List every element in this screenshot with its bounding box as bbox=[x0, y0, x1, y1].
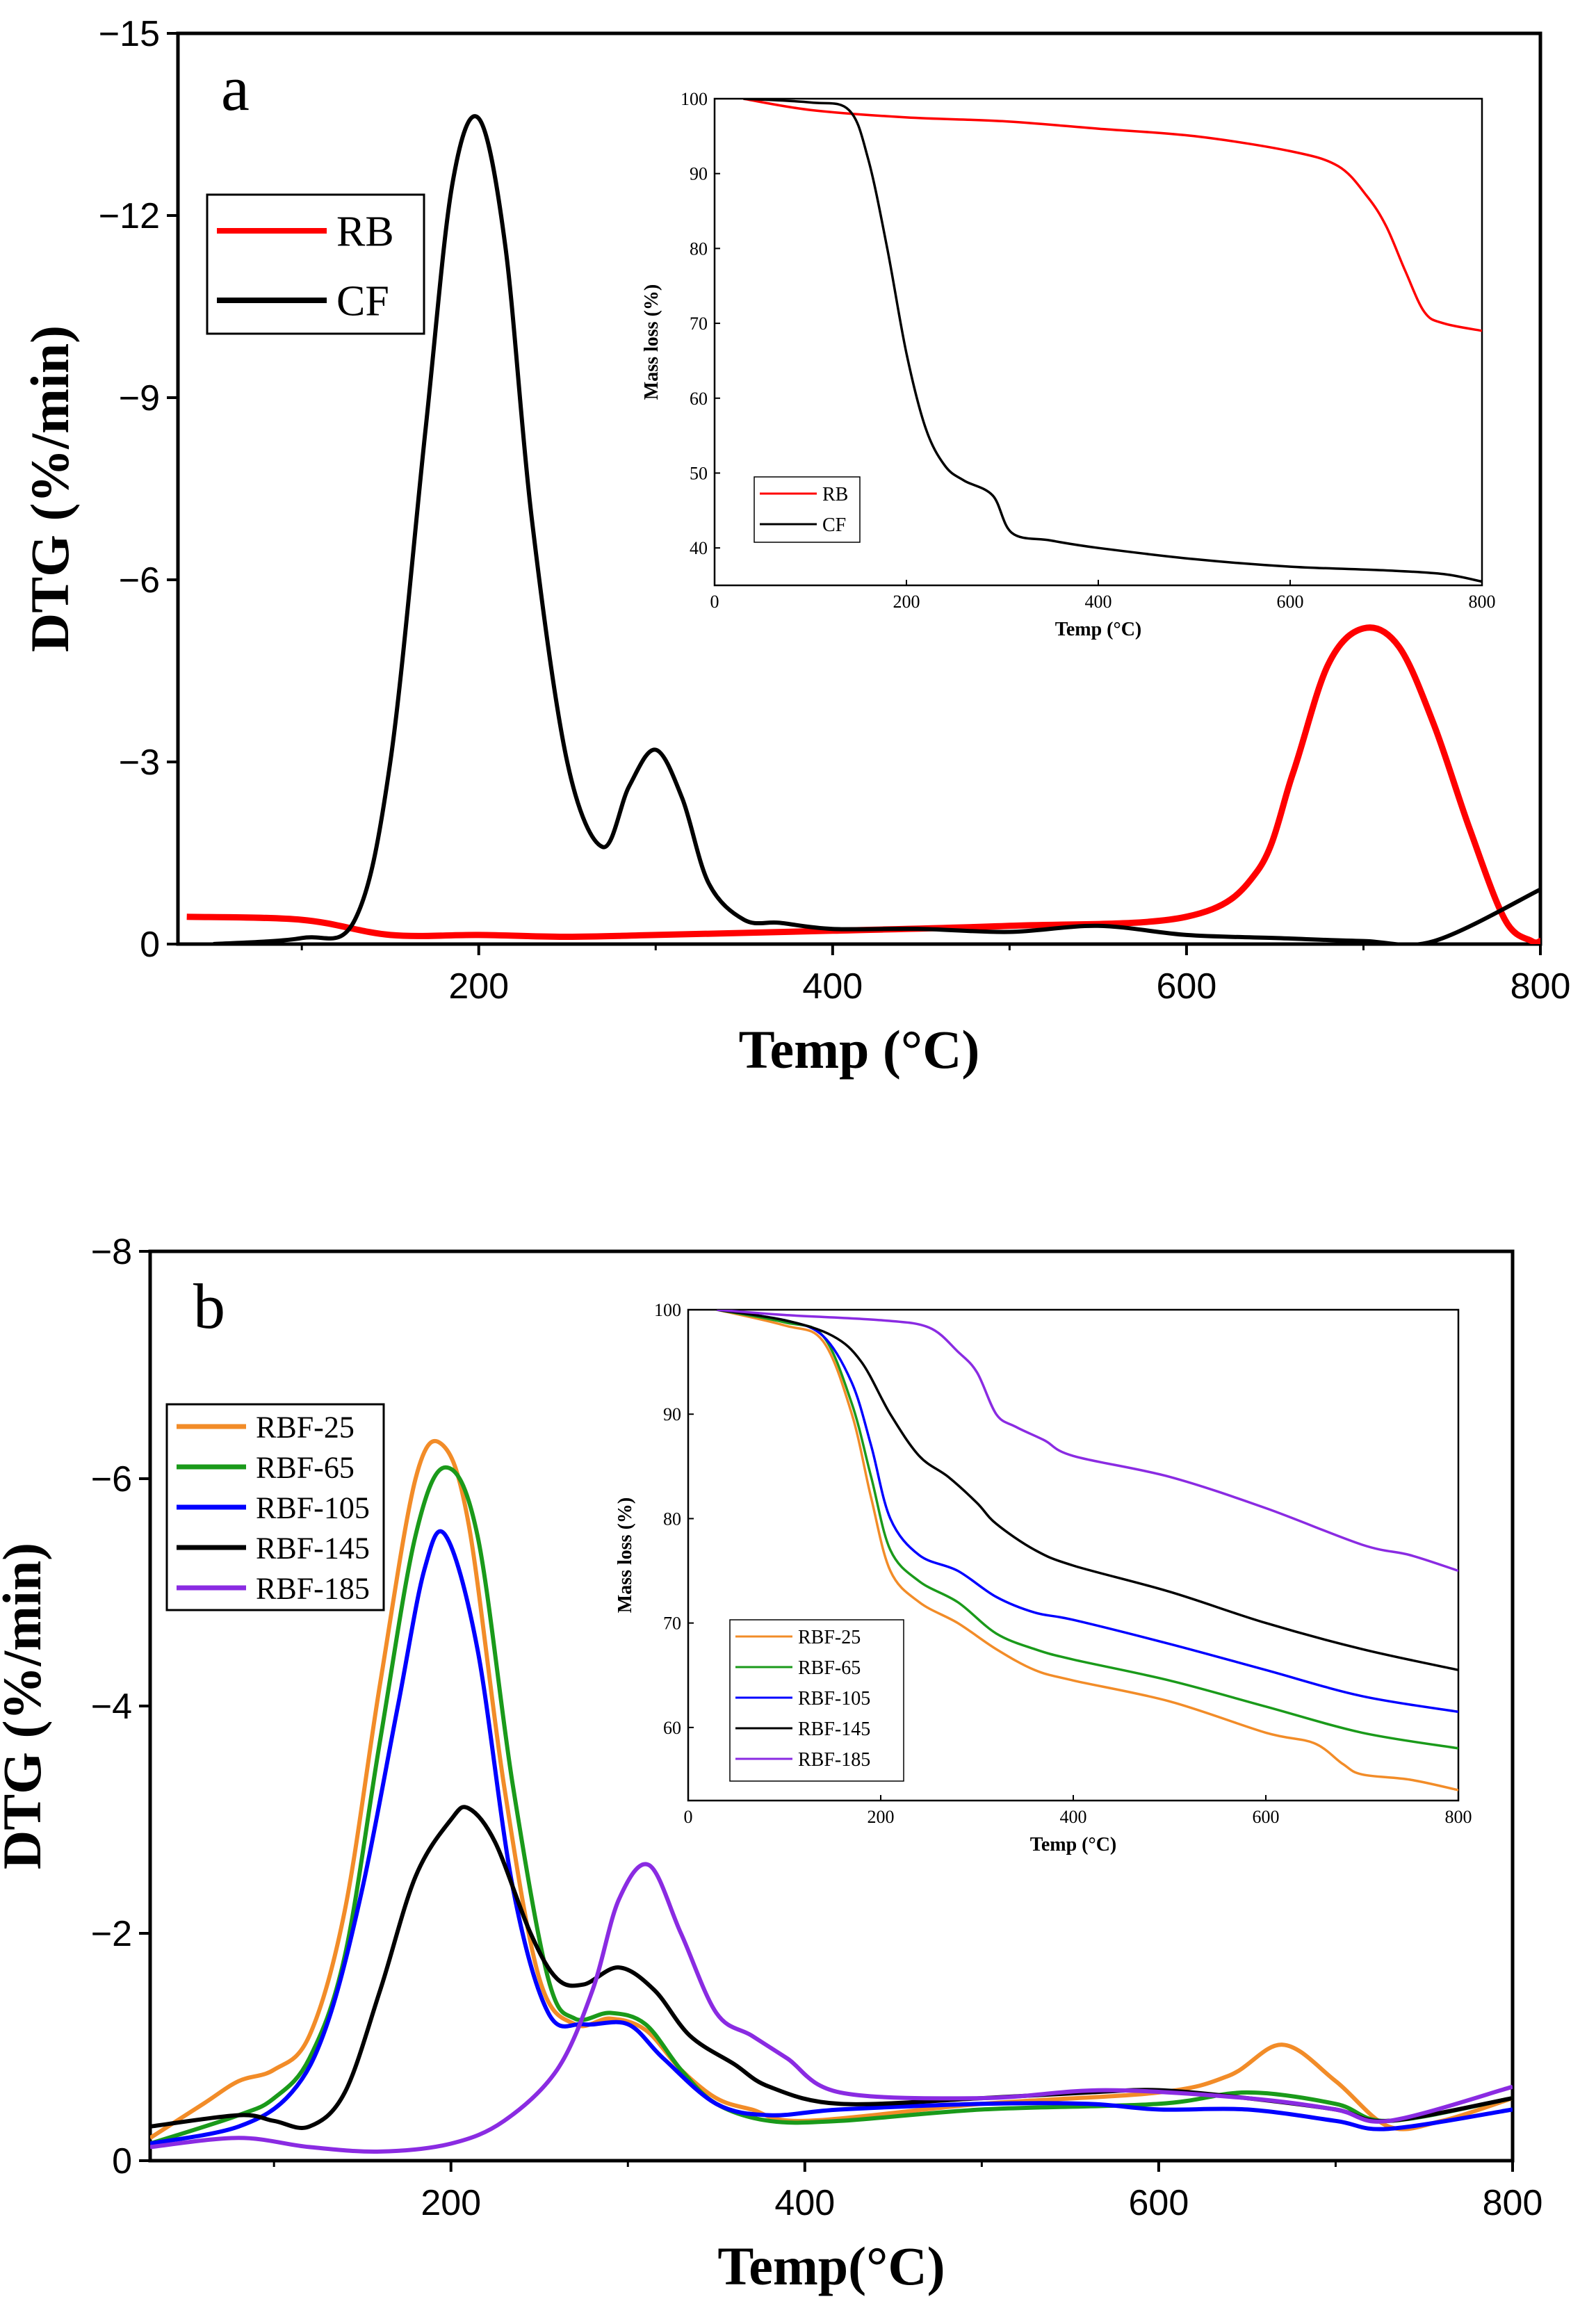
y-axis-label: DTG (%/min) bbox=[0, 1543, 52, 1869]
legend-label-rbf-105: RBF-105 bbox=[256, 1490, 370, 1525]
y-tick-label: −9 bbox=[119, 378, 160, 419]
inset-y-tick-label: 70 bbox=[690, 314, 708, 334]
series-line-rbf-185 bbox=[150, 1862, 1513, 2154]
inset-y-tick-label: 90 bbox=[663, 1404, 681, 1424]
x-tick-label: 600 bbox=[1157, 966, 1217, 1007]
y-tick-label: −4 bbox=[91, 1687, 132, 1727]
inset-legend-label-rbf-65: RBF-65 bbox=[798, 1657, 861, 1679]
legend-label-rbf-65: RBF-65 bbox=[256, 1450, 355, 1484]
y-tick-label: 0 bbox=[140, 925, 160, 965]
inset-series-group bbox=[717, 1310, 1458, 1792]
y-tick-label: −6 bbox=[119, 560, 160, 601]
inset-x-tick-label: 600 bbox=[1277, 592, 1304, 612]
panel-label: a bbox=[221, 53, 250, 124]
y-tick-label: −15 bbox=[99, 14, 160, 54]
inset-series-line-rbf-185 bbox=[717, 1310, 1458, 1573]
inset-y-tick-label: 60 bbox=[690, 389, 708, 409]
inset-y-tick-label: 80 bbox=[690, 238, 708, 259]
series-group bbox=[150, 1438, 1513, 2154]
inset-series-line-rbf-145 bbox=[717, 1310, 1458, 1671]
inset-y-axis-label: Mass loss (%) bbox=[641, 284, 662, 400]
inset-legend-label-rb: RB bbox=[822, 484, 848, 505]
plot-frame bbox=[176, 31, 1542, 946]
legend-label-rb: RB bbox=[336, 209, 394, 256]
inset-y-tick-label: 60 bbox=[663, 1718, 681, 1738]
x-axis-label: Temp(°C) bbox=[717, 2236, 945, 2296]
y-tick-label: −8 bbox=[91, 1232, 132, 1272]
x-tick-label: 200 bbox=[421, 2183, 481, 2223]
legend-label-rbf-25: RBF-25 bbox=[256, 1410, 355, 1444]
legend-label-cf: CF bbox=[336, 278, 389, 325]
inset-legend-label-rbf-185: RBF-185 bbox=[798, 1749, 870, 1771]
inset-y-tick-label: 100 bbox=[681, 89, 708, 109]
inset-y-tick-label: 50 bbox=[690, 463, 708, 483]
inset-y-axis-label: Mass loss (%) bbox=[614, 1497, 636, 1613]
inset-x-tick-label: 800 bbox=[1469, 592, 1496, 612]
inset-legend-box bbox=[754, 476, 861, 543]
y-tick-label: −6 bbox=[91, 1459, 132, 1500]
x-axis-label: Temp (°C) bbox=[739, 1019, 980, 1080]
inset-legend-label-rbf-145: RBF-145 bbox=[798, 1719, 870, 1740]
x-tick-label: 400 bbox=[774, 2183, 835, 2223]
inset-y-tick-label: 70 bbox=[663, 1614, 681, 1634]
inset-x-tick-label: 400 bbox=[1060, 1807, 1087, 1827]
y-tick-label: 0 bbox=[112, 2141, 132, 2182]
inset-x-tick-label: 200 bbox=[893, 592, 920, 612]
x-tick-label: 600 bbox=[1129, 2183, 1189, 2223]
inset-series-line-rbf-25 bbox=[717, 1310, 1458, 1792]
inset-legend-label-rbf-105: RBF-105 bbox=[798, 1688, 870, 1709]
inset-legend-label-cf: CF bbox=[822, 514, 846, 536]
inset-y-tick-label: 80 bbox=[663, 1509, 681, 1529]
inset-x-tick-label: 200 bbox=[868, 1807, 895, 1827]
inset-x-tick-label: 400 bbox=[1085, 592, 1112, 612]
inset-x-tick-label: 600 bbox=[1253, 1807, 1280, 1827]
inset-series-line-rb bbox=[743, 99, 1482, 332]
inset-x-tick-label: 800 bbox=[1445, 1807, 1472, 1827]
panel-label: b bbox=[193, 1271, 225, 1342]
inset-legend-label-rbf-25: RBF-25 bbox=[798, 1627, 861, 1648]
inset-x-tick-label: 0 bbox=[710, 592, 719, 612]
series-line-cf bbox=[213, 114, 1540, 944]
legend-box bbox=[206, 193, 425, 335]
series-line-rbf-105 bbox=[150, 1529, 1513, 2146]
inset-series-line-cf bbox=[743, 99, 1482, 583]
y-tick-label: −3 bbox=[119, 742, 160, 783]
inset-y-tick-label: 90 bbox=[690, 164, 708, 184]
legend-label-rbf-185: RBF-185 bbox=[256, 1571, 370, 1605]
inset-x-axis-label: Temp (°C) bbox=[1055, 619, 1142, 640]
inset-x-axis-label: Temp (°C) bbox=[1030, 1834, 1117, 1855]
x-tick-label: 800 bbox=[1483, 2183, 1543, 2223]
x-tick-label: 800 bbox=[1510, 966, 1571, 1007]
inset-series-group bbox=[743, 99, 1482, 583]
y-axis-label: DTG (%/min) bbox=[19, 325, 80, 652]
y-tick-label: −12 bbox=[99, 196, 160, 236]
inset-legend-box bbox=[729, 1619, 904, 1782]
y-tick-label: −2 bbox=[91, 1914, 132, 1954]
x-tick-label: 400 bbox=[802, 966, 863, 1007]
x-tick-label: 200 bbox=[448, 966, 509, 1007]
series-line-rbf-65 bbox=[150, 1465, 1513, 2146]
series-line-rb bbox=[186, 624, 1540, 944]
inset-y-tick-label: 100 bbox=[654, 1300, 681, 1320]
inset-series-line-rbf-65 bbox=[717, 1310, 1458, 1750]
inset-y-tick-label: 40 bbox=[690, 538, 708, 558]
series-group bbox=[186, 114, 1540, 944]
inset-x-tick-label: 0 bbox=[684, 1807, 693, 1827]
legend-label-rbf-145: RBF-145 bbox=[256, 1531, 370, 1565]
inset-series-line-rbf-105 bbox=[717, 1310, 1458, 1714]
